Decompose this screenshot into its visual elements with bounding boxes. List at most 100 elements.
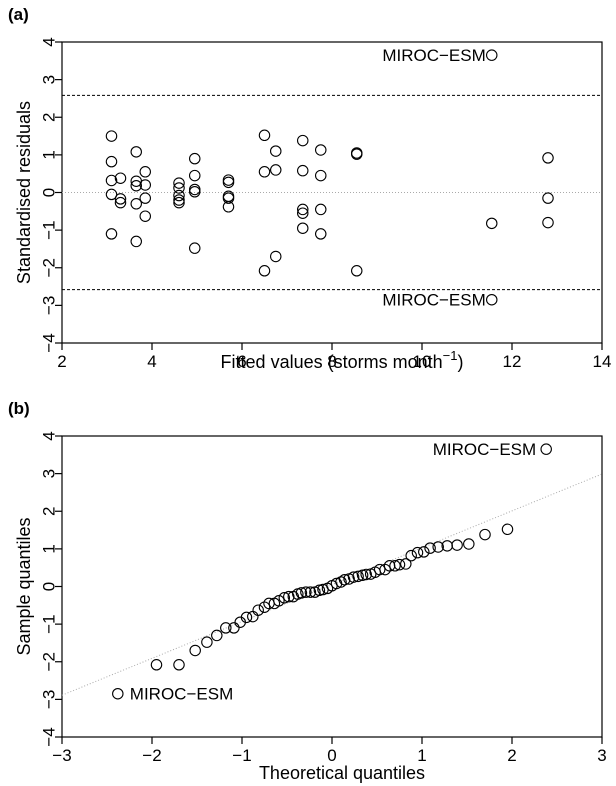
data-point <box>269 145 282 157</box>
y-tick-label: 0 <box>39 188 58 197</box>
panel-label: (a) <box>8 5 29 24</box>
data-point <box>220 622 232 634</box>
data-point <box>189 183 201 196</box>
data-point <box>189 169 201 182</box>
data-point <box>411 546 424 559</box>
data-point <box>222 176 235 189</box>
data-point <box>222 192 235 204</box>
x-axis-label-text: Theoretical quantiles <box>259 763 425 783</box>
panel-label: (b) <box>8 399 30 418</box>
x-tick-label: 0 <box>327 746 336 765</box>
data-point <box>300 586 312 598</box>
y-tick-label: −1 <box>39 220 58 239</box>
data-point <box>114 196 127 209</box>
x-tick-label: 6 <box>237 352 246 371</box>
data-point <box>105 155 118 168</box>
data-point <box>463 538 475 550</box>
data-point <box>295 587 308 599</box>
data-point <box>173 194 185 206</box>
data-point <box>352 570 364 583</box>
data-point <box>405 549 417 562</box>
data-point <box>314 228 327 240</box>
data-point <box>485 49 498 61</box>
data-point <box>105 188 118 201</box>
data-point <box>400 558 412 570</box>
panel-b: −3 −2 −1 0 1 2 3−4−3−2−101234MIROC−ESMMIROC−ES… <box>8 399 607 783</box>
data-point <box>130 235 143 248</box>
data-point <box>269 164 282 176</box>
y-tick-label: −4 <box>39 727 58 746</box>
data-point <box>389 560 401 572</box>
data-point <box>201 636 213 648</box>
x-tick-label: 2 <box>57 352 66 371</box>
data-point <box>273 595 285 607</box>
data-point <box>451 539 463 551</box>
data-point <box>335 576 347 588</box>
data-point <box>112 687 124 700</box>
data-point <box>296 207 309 219</box>
data-point <box>173 659 185 671</box>
data-point <box>338 573 351 586</box>
data-point <box>360 568 372 581</box>
y-tick-label: 4 <box>39 37 58 46</box>
data-points <box>112 443 552 700</box>
outlier-label: MIROC−ESM <box>433 440 536 459</box>
data-point <box>296 134 309 147</box>
data-point <box>252 604 264 616</box>
data-point <box>296 164 309 177</box>
data-point <box>542 216 554 229</box>
qq-reference-line <box>61 473 603 696</box>
y-tick-label: 4 <box>39 431 58 440</box>
data-point <box>139 192 152 204</box>
x-axis-label: Fitted values (storms month−1) <box>221 348 464 372</box>
y-tick-label: 2 <box>39 507 58 516</box>
data-point <box>479 528 491 541</box>
x-tick-label: 10 <box>413 352 432 371</box>
data-point <box>542 192 554 204</box>
y-tick-label: −1 <box>39 614 58 633</box>
data-point <box>130 198 143 210</box>
data-point <box>314 169 327 182</box>
x-tick-label: 4 <box>147 352 156 371</box>
data-point <box>296 203 309 216</box>
x-tick-label: 1 <box>417 746 426 765</box>
data-point <box>258 265 271 277</box>
x-tick-label: 14 <box>593 352 612 371</box>
data-points <box>105 49 554 306</box>
data-point <box>314 144 327 156</box>
data-point <box>418 546 430 558</box>
data-point <box>240 611 253 624</box>
data-point <box>173 182 185 194</box>
data-point <box>540 443 552 455</box>
data-point <box>350 265 363 277</box>
x-tick-label: −1 <box>232 746 251 765</box>
data-point <box>258 166 271 178</box>
y-axis-label: Sample quantiles <box>14 517 34 655</box>
x-axis-label-close: ) <box>457 352 463 372</box>
data-point <box>211 629 223 642</box>
data-point <box>105 130 118 142</box>
y-tick-label: −2 <box>39 258 58 277</box>
y-tick-label: −3 <box>39 296 58 315</box>
x-axis-label-text: Fitted values (storms month <box>221 352 443 372</box>
data-point <box>173 189 185 202</box>
y-tick-label: 1 <box>39 150 58 159</box>
y-tick-label: 3 <box>39 469 58 478</box>
y-tick-label: 0 <box>39 582 58 591</box>
data-point <box>296 222 309 234</box>
data-point <box>222 174 235 186</box>
x-tick-label: 8 <box>327 352 336 371</box>
data-point <box>130 146 143 158</box>
data-point <box>347 571 360 583</box>
y-tick-label: 2 <box>39 113 58 122</box>
y-axis-label: Standardised residuals <box>14 101 34 284</box>
data-point <box>228 622 240 634</box>
data-point <box>189 644 201 657</box>
x-tick-label: 12 <box>503 352 522 371</box>
data-point <box>350 148 363 160</box>
data-point <box>114 193 127 205</box>
data-point <box>393 558 406 571</box>
data-point <box>173 196 185 209</box>
y-tick-label: 3 <box>39 75 58 84</box>
